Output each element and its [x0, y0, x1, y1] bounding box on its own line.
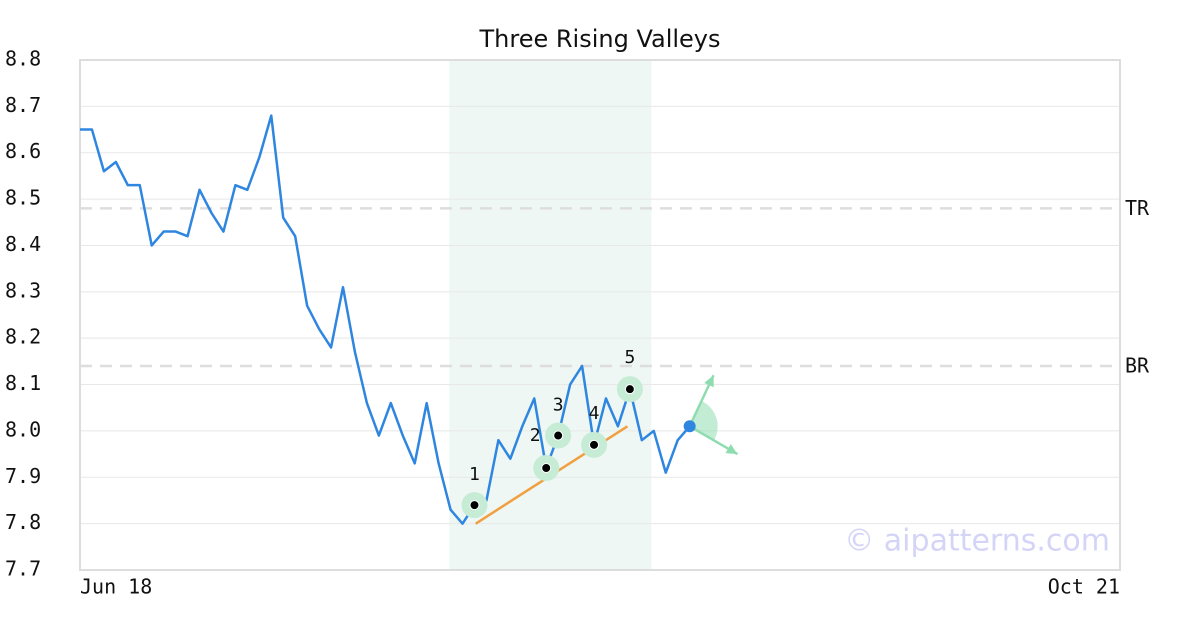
arrow-head: [725, 444, 738, 455]
y-tick-label: 8.5: [5, 186, 41, 210]
point-label: 4: [589, 403, 600, 424]
y-tick-label: 7.9: [5, 464, 41, 488]
projection-wedge: [689, 400, 718, 441]
level-label: BR: [1125, 354, 1150, 378]
current-point: [683, 420, 696, 433]
point-dot: [541, 463, 552, 473]
y-tick-label: 8.0: [5, 417, 41, 441]
y-tick-label: 7.8: [5, 510, 41, 534]
price-line: [80, 114, 691, 525]
y-tick-label: 8.1: [5, 371, 41, 395]
point-dot: [624, 384, 635, 395]
highlight-band: [449, 60, 652, 570]
point-label: 3: [553, 395, 564, 416]
point-dot: [589, 439, 600, 450]
chart-title: Three Rising Valleys: [478, 25, 720, 53]
x-tick-label: Oct 21: [1048, 575, 1120, 599]
point-dot: [553, 430, 564, 441]
watermark: © aipatterns.com: [844, 524, 1110, 559]
x-tick-label: Jun 18: [80, 575, 152, 599]
y-tick-label: 8.4: [5, 232, 41, 256]
y-tick-label: 8.2: [5, 325, 41, 349]
y-tick-label: 7.7: [5, 557, 41, 581]
arrow-head: [704, 375, 714, 388]
point-dot: [469, 500, 480, 511]
level-label: TR: [1125, 196, 1150, 220]
y-tick-label: 8.6: [5, 139, 41, 163]
point-label: 1: [469, 464, 480, 485]
y-tick-label: 8.3: [5, 278, 41, 302]
point-label: 2: [530, 425, 541, 446]
point-label: 5: [624, 347, 635, 368]
y-tick-label: 8.7: [5, 93, 41, 117]
y-tick-label: 8.8: [5, 47, 41, 71]
plot-frame: [79, 59, 1121, 571]
